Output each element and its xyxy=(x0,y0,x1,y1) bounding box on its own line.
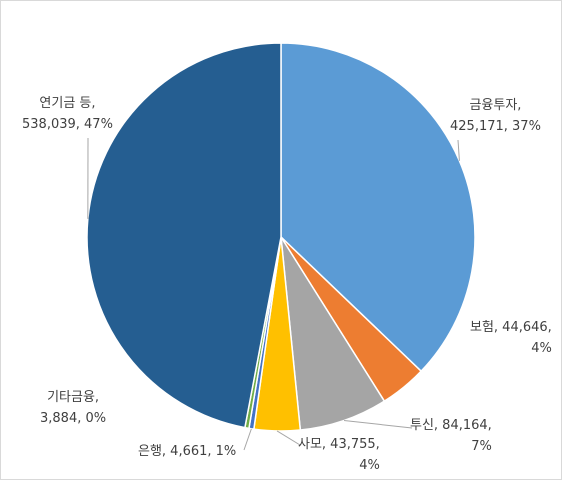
data-label-사모: 사모, 43,755, 4% xyxy=(298,437,380,473)
data-label-기타금융: 기타금융, 3,884, 0% xyxy=(40,390,107,426)
leader-line-금융투자 xyxy=(457,139,460,161)
pie-slice-연기금-등 xyxy=(86,42,282,429)
data-label-연기금-등: 연기금 등, 538,039, 47% xyxy=(22,96,113,132)
data-label-투신: 투신, 84,164, 7% xyxy=(410,418,492,454)
data-label-보험: 보험, 44,646, 4% xyxy=(470,320,552,356)
leader-line-은행 xyxy=(243,428,252,451)
leader-line-투신 xyxy=(343,419,413,429)
data-label-은행: 은행, 4,661, 1% xyxy=(138,444,237,459)
leader-line-사모 xyxy=(276,430,301,446)
data-label-금융투자: 금융투자, 425,171, 37% xyxy=(450,98,541,134)
